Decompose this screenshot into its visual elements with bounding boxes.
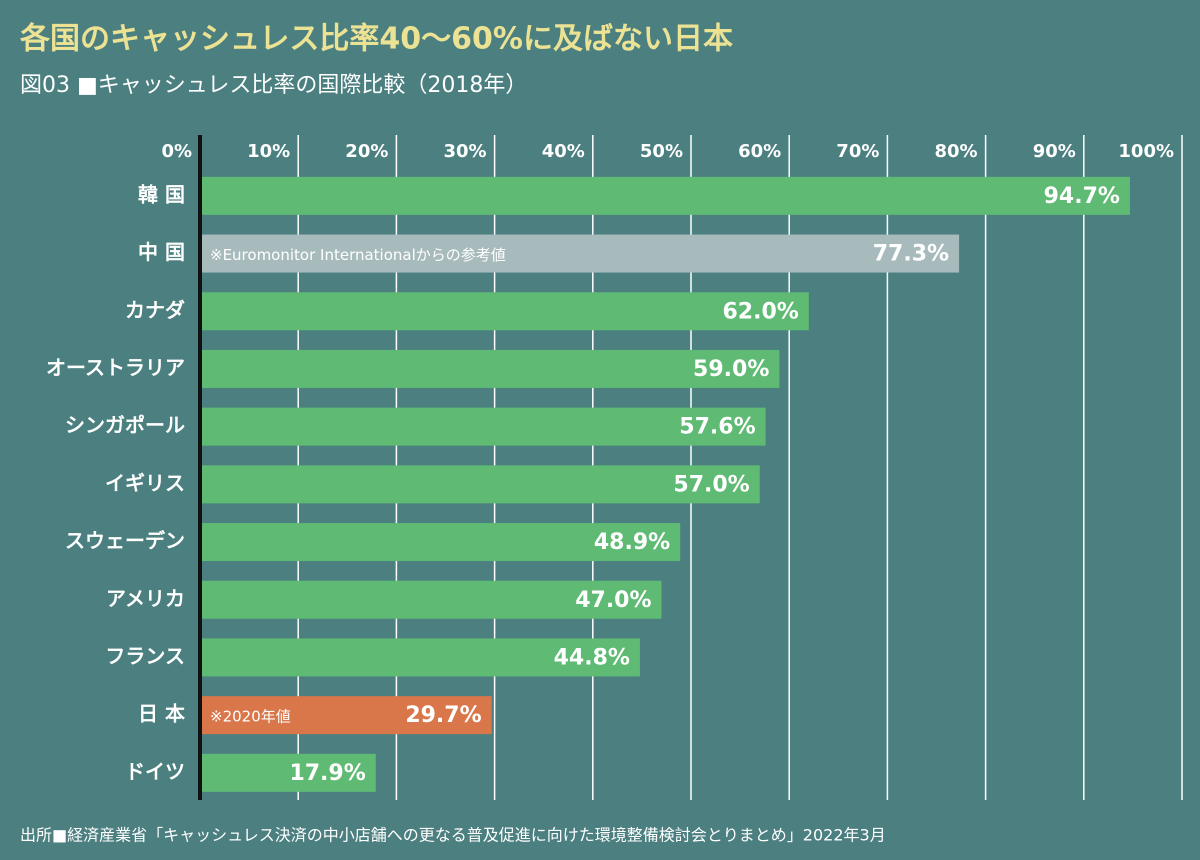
y-tick-label: 韓 国 [138,182,185,206]
value-label: 57.0% [673,472,749,497]
bar [200,580,662,619]
value-label: 44.8% [554,645,630,670]
y-tick-label: 中 国 [138,240,185,264]
value-label: 77.3% [873,242,949,267]
bar [200,696,492,735]
x-tick-label: 50% [640,141,683,162]
y-tick-label: フランス [105,644,185,668]
value-label: 62.0% [723,299,799,324]
x-tick-label: 80% [935,141,978,162]
annotation: ※2020年値 [210,708,291,726]
value-label: 94.7% [1044,184,1120,209]
bar [200,465,760,504]
chart-title: 各国のキャッシュレス比率40〜60%に及ばない日本 [19,22,733,57]
bar [200,292,809,331]
x-tick-label: 40% [542,141,585,162]
x-tick-label: 90% [1033,141,1076,162]
bar [200,523,681,562]
y-tick-label: アメリカ [106,586,185,610]
bar [200,638,640,677]
bar [200,349,780,388]
x-tick-label: 100% [1118,141,1174,162]
annotation: ※Euromonitor Internationalからの参考値 [210,246,506,264]
y-tick-label: シンガポール [65,413,185,437]
y-tick-label: イギリス [105,471,185,495]
value-label: 59.0% [693,357,769,382]
value-label: 48.9% [594,530,670,555]
y-tick-label: カナダ [125,298,185,322]
bar [200,176,1130,215]
y-tick-label: オーストラリア [46,355,185,379]
value-label: 47.0% [575,588,651,613]
bar [200,753,376,792]
value-label: 57.6% [679,415,755,440]
bar [200,407,766,446]
value-label: 29.7% [405,703,481,728]
y-tick-label: 日 本 [138,702,185,726]
chart-subtitle: 図03 ■キャッシュレス比率の国際比較（2018年） [20,73,527,98]
x-tick-label: 10% [247,141,290,162]
source-note: 出所■経済産業省「キャッシュレス決済の中小店舗への更なる普及促進に向けた環境整備… [20,826,886,845]
x-tick-label: 0% [161,141,192,162]
y-tick-label: スウェーデン [65,529,185,553]
x-tick-label: 30% [444,141,487,162]
bar [200,234,960,273]
x-tick-label: 70% [836,141,879,162]
y-tick-label: ドイツ [125,759,185,783]
value-label: 17.9% [289,761,365,786]
x-tick-label: 20% [345,141,388,162]
x-tick-label: 60% [738,141,781,162]
